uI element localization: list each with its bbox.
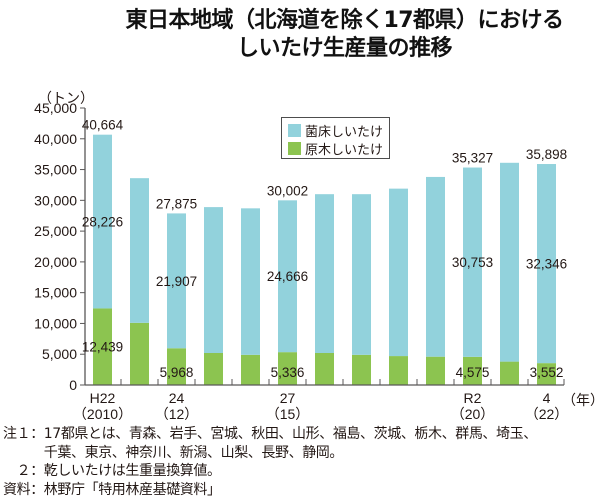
bar-genboku-1 (130, 322, 149, 385)
kinsho-label-0: 28,226 (82, 215, 123, 230)
legend-swatch-kinsho (288, 124, 301, 137)
legend-item-genboku: 原木しいたけ (288, 139, 383, 158)
x-tick-label: R2 (464, 390, 482, 406)
bar-kinsho-10 (463, 167, 482, 357)
kinsho-label-12: 32,346 (526, 257, 567, 272)
note-1-line-2: 千葉、東京、神奈川、新潟、山梨、長野、静岡。 (3, 444, 344, 461)
x-tick-sublabel: （22） (525, 406, 569, 422)
y-tick-label: 15,000 (34, 285, 77, 301)
y-tick-label: 25,000 (34, 223, 77, 239)
total-label-2: 27,875 (156, 196, 197, 211)
bar-genboku-11 (500, 361, 519, 385)
bar-kinsho-9 (426, 176, 445, 357)
bar-kinsho-3 (204, 207, 223, 353)
source-note: 資料：林野庁「特用林産基礎資料」 (3, 481, 221, 498)
total-label-10: 35,327 (452, 151, 493, 166)
x-tick-sublabel: （12） (155, 406, 199, 422)
bar-genboku-10 (463, 356, 482, 385)
bar-kinsho-6 (315, 194, 334, 353)
bar-kinsho-4 (241, 208, 260, 355)
footnotes: 注１：17都県とは、青森、岩手、宮城、秋田、山形、福島、茨城、栃木、群馬、埼玉、… (3, 425, 537, 499)
stacked-bar-chart: （トン） （年） 0 5,000 10,000 15,000 20,000 25,000 3… (34, 90, 604, 422)
bar-kinsho-11 (500, 162, 519, 362)
bar-genboku-6 (315, 352, 334, 385)
y-tick-label: 30,000 (34, 192, 77, 208)
bar-kinsho-1 (130, 178, 149, 323)
kinsho-label-10: 30,753 (452, 255, 493, 270)
bar-genboku-0 (93, 308, 112, 385)
x-axis-unit-label: （年） (562, 392, 604, 408)
note-1-line-1: 注１：17都県とは、青森、岩手、宮城、秋田、山形、福島、茨城、栃木、群馬、埼玉、 (3, 426, 537, 442)
x-tick-sublabel: （15） (266, 406, 310, 422)
x-tick-label: H22 (90, 390, 116, 406)
y-axis-unit-label: （トン） (38, 90, 94, 106)
genboku-label-0: 12,439 (82, 340, 123, 355)
note-2: ２：乾しいたけは生重量換算値。 (3, 463, 221, 479)
genboku-label-12: 3,552 (530, 365, 564, 380)
x-tick-label: 27 (280, 390, 296, 406)
genboku-label-5: 5,336 (271, 365, 305, 380)
y-tick-label: 45,000 (34, 100, 77, 116)
genboku-label-2: 5,968 (160, 365, 194, 380)
legend-swatch-genboku (288, 142, 301, 155)
y-tick-label: 40,000 (34, 131, 77, 147)
bar-genboku-5 (278, 352, 297, 385)
total-label-5: 30,002 (267, 183, 308, 198)
bars-layer (93, 134, 556, 385)
bar-genboku-8 (389, 356, 408, 385)
data-labels: 40,664 28,226 12,439 27,875 21,907 5,968 30,00… (82, 118, 567, 380)
legend-item-kinsho: 菌床しいたけ (288, 121, 383, 140)
bar-genboku-3 (204, 352, 223, 385)
bar-kinsho-8 (389, 188, 408, 357)
bar-genboku-12 (537, 363, 556, 385)
x-tick-label: 24 (169, 390, 185, 406)
bar-kinsho-5 (278, 200, 297, 353)
y-tick-label: 35,000 (34, 162, 77, 178)
bar-genboku-4 (241, 354, 260, 385)
bar-genboku-2 (167, 348, 186, 385)
x-tick-label: 4 (543, 390, 551, 406)
bar-kinsho-2 (167, 213, 186, 349)
legend: 菌床しいたけ 原木しいたけ (281, 117, 390, 159)
chart-title-line-1: 東日本地域（北海道を除く17都県）における (125, 8, 564, 33)
x-tick-sublabel: （2010） (73, 406, 132, 422)
bar-kinsho-12 (537, 164, 556, 364)
kinsho-label-5: 24,666 (267, 269, 308, 284)
bar-kinsho-0 (93, 134, 112, 309)
legend-label-kinsho: 菌床しいたけ (305, 125, 384, 140)
chart-title-line-2: しいたけ生産量の推移 (236, 36, 453, 61)
y-tick-label: 10,000 (34, 315, 77, 331)
bar-genboku-9 (426, 356, 445, 385)
axes: 0 5,000 10,000 15,000 20,000 25,000 30,000 35,0… (34, 100, 568, 422)
genboku-label-10: 4,575 (456, 365, 490, 380)
bar-kinsho-7 (352, 194, 371, 355)
y-tick-label: 5,000 (42, 346, 77, 362)
y-tick-label: 20,000 (34, 254, 77, 270)
legend-label-genboku: 原木しいたけ (305, 143, 384, 158)
kinsho-label-2: 21,907 (156, 274, 197, 289)
bar-genboku-7 (352, 354, 371, 385)
total-label-12: 35,898 (526, 147, 567, 162)
y-tick-label: 0 (69, 377, 77, 393)
total-label-0: 40,664 (82, 118, 124, 133)
x-tick-sublabel: （20） (451, 406, 495, 422)
